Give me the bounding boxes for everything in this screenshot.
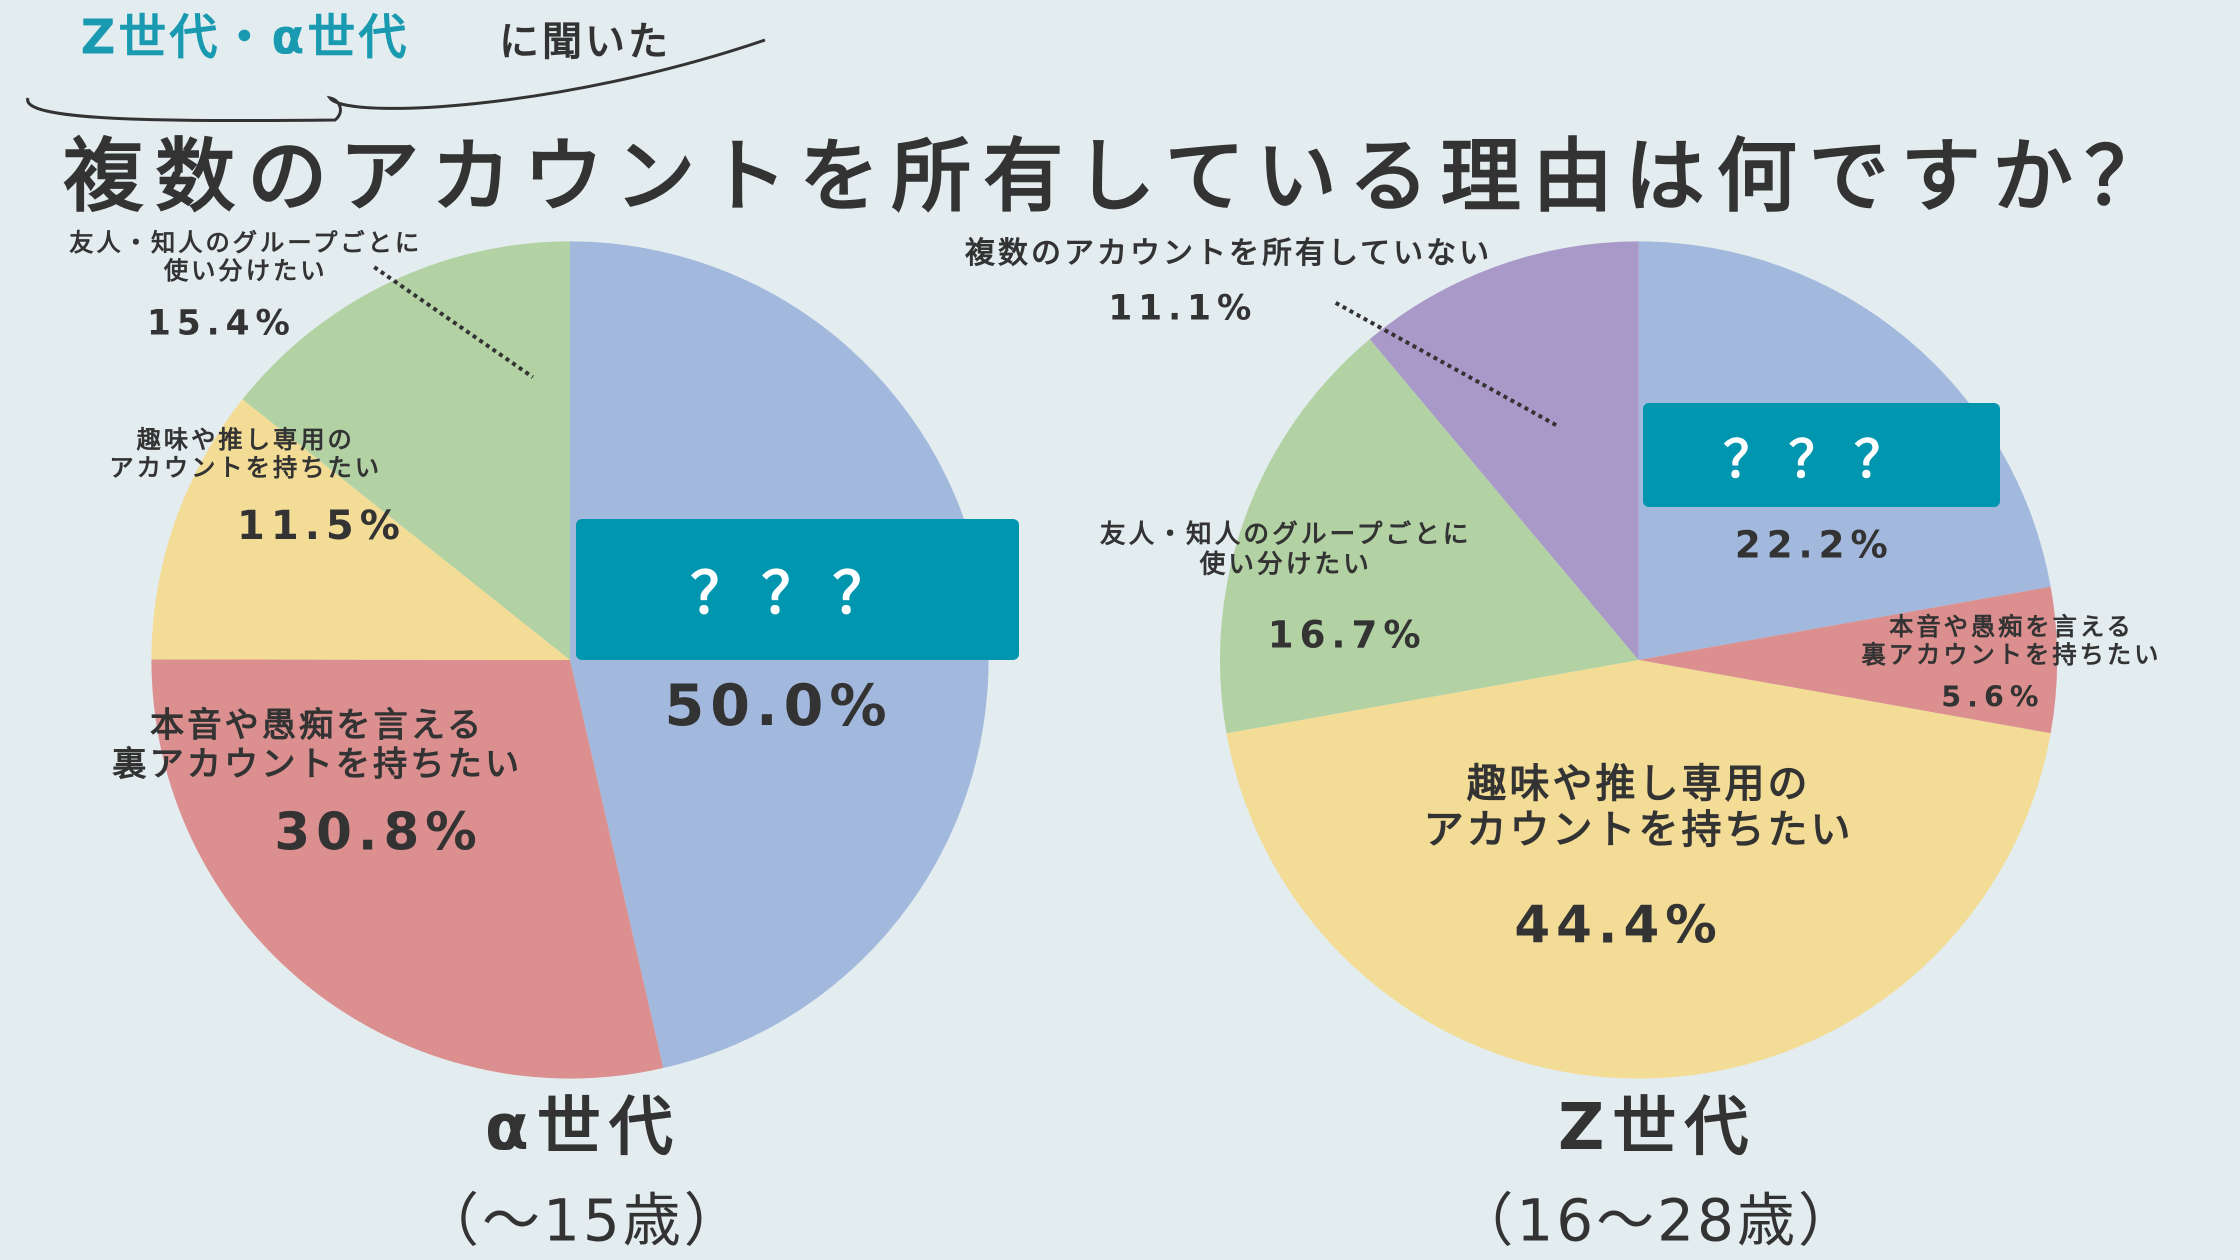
tag-underline	[26, 38, 766, 123]
pie-title: α世代	[484, 1090, 681, 1165]
hidden-answer-box: ？？？	[1642, 402, 2000, 508]
pie-slice	[1220, 339, 1639, 734]
slice-label: 友人・知人のグループごとに 使い分けたい	[69, 228, 423, 286]
hidden-answer-box: ？？？	[575, 518, 1019, 660]
slice-value: 11.1%	[1108, 287, 1258, 328]
slice-label: 本音や愚痴を言える 裏アカウントを持ちたい	[112, 705, 523, 785]
main-title: 複数のアカウントを所有している理由は何ですか？	[63, 130, 2177, 223]
slice-label: 趣味や推し専用の アカウントを持ちたい	[109, 425, 383, 483]
slice-value: 50.0%	[664, 673, 893, 740]
slice-value: 11.5%	[237, 502, 406, 549]
slice-label: 友人・知人のグループごとに 使い分けたい	[1099, 519, 1472, 579]
slice-label: 趣味や推し専用の アカウントを持ちたい	[1423, 761, 1854, 854]
pie-slice	[1638, 586, 2058, 734]
slice-value: 30.8%	[274, 802, 483, 863]
pie-subtitle: （16〜28歳）	[1455, 1187, 1859, 1256]
slice-value: 22.2%	[1734, 523, 1894, 567]
slice-value: 44.4%	[1514, 895, 1723, 956]
slice-value: 5.6%	[1941, 679, 2045, 714]
slice-value: 16.7%	[1267, 613, 1427, 657]
slice-label: 本音や愚痴を言える 裏アカウントを持ちたい	[1861, 612, 2162, 670]
leader-line	[1334, 301, 1559, 428]
leader-line	[373, 265, 534, 379]
slice-label: 複数のアカウントを所有していない	[965, 236, 1493, 272]
pie-slice	[1369, 241, 1639, 660]
pie-title: Z世代	[1557, 1090, 1757, 1165]
slice-value: 15.4%	[146, 303, 296, 344]
pie-slice	[151, 399, 570, 660]
tag-highlight: Z世代・α世代	[80, 9, 410, 66]
pie-slice	[1226, 660, 2051, 1079]
pie-slice	[151, 659, 664, 1079]
tag-rest: に聞いた	[499, 19, 671, 65]
pie-subtitle: （〜15歳）	[420, 1187, 745, 1256]
